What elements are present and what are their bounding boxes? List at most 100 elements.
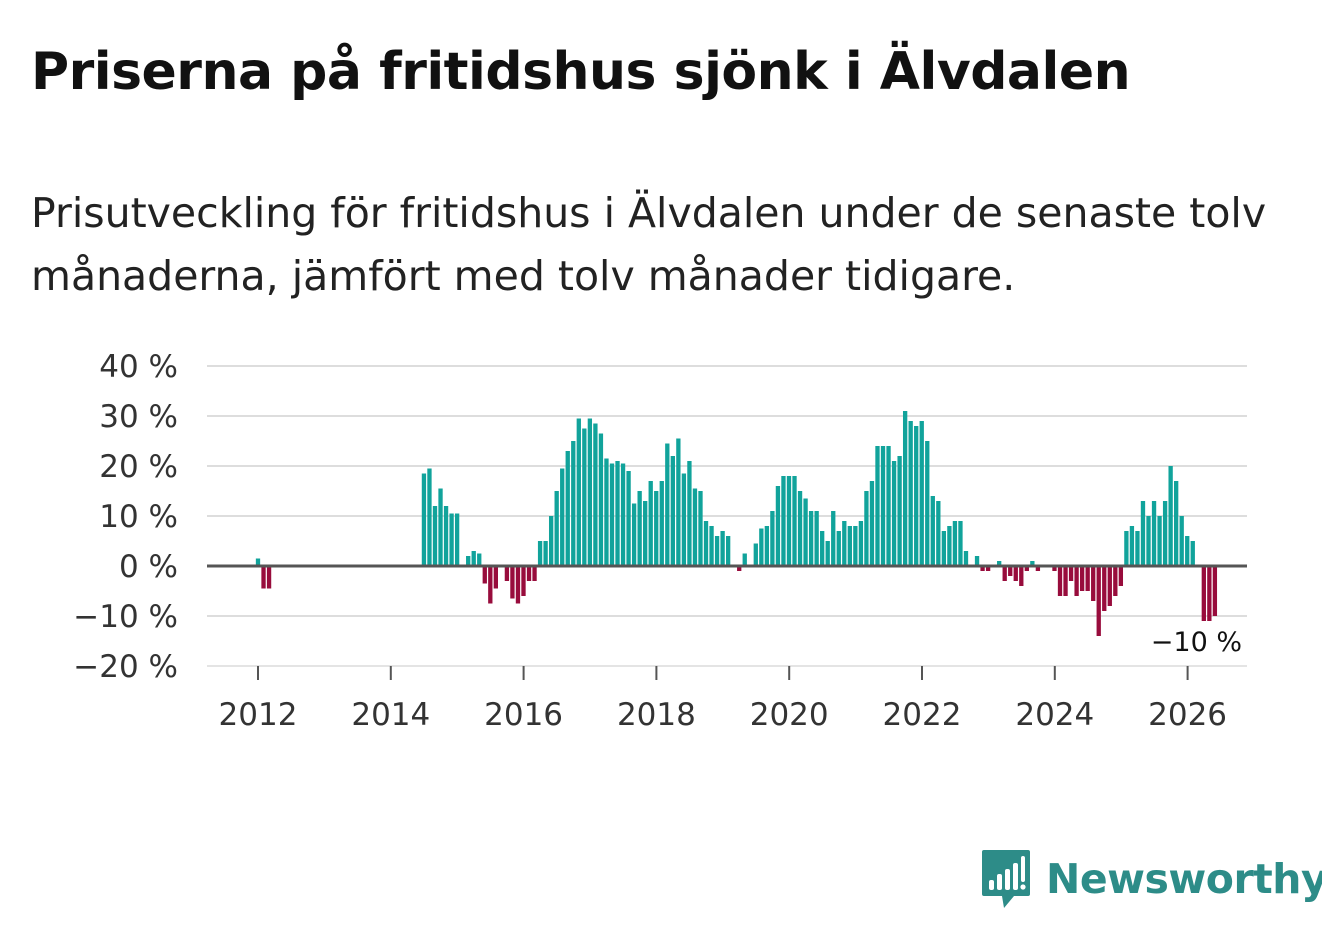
bar [598, 433, 604, 566]
bar [1146, 516, 1151, 566]
bar [836, 531, 841, 566]
bar [831, 511, 836, 566]
bar [604, 458, 609, 566]
y-tick-label: 0 % [119, 549, 178, 585]
bar [1179, 516, 1184, 566]
bar [681, 473, 687, 566]
bar [985, 566, 991, 571]
bar [1035, 566, 1041, 571]
bar [438, 488, 443, 566]
bars [255, 411, 1218, 636]
bar [515, 566, 521, 604]
bar [1212, 566, 1218, 616]
bar [820, 531, 825, 566]
bar [1085, 566, 1090, 591]
bar [255, 558, 261, 566]
bar [670, 456, 675, 566]
bar [1057, 566, 1063, 596]
bar [643, 501, 648, 566]
bar [449, 513, 454, 566]
bar [1135, 531, 1140, 566]
bar [631, 503, 637, 566]
bar [825, 541, 830, 566]
bar [759, 528, 764, 566]
bar [974, 556, 980, 566]
bar [997, 561, 1002, 566]
bar [1019, 566, 1024, 586]
bar [1190, 541, 1195, 566]
bar [1124, 531, 1129, 566]
bar [427, 468, 432, 566]
bar [925, 441, 930, 566]
bar [1096, 566, 1101, 636]
bar [510, 566, 515, 599]
y-tick-label: −20 % [73, 649, 178, 685]
bar [1129, 526, 1135, 566]
bar [1074, 566, 1079, 596]
bar [714, 536, 720, 566]
bar [1091, 566, 1096, 601]
bar [902, 411, 908, 566]
bar [764, 526, 770, 566]
bar [482, 566, 487, 584]
bar [637, 491, 642, 566]
bar [526, 566, 532, 581]
bar [875, 446, 880, 566]
bar [1079, 566, 1085, 591]
bar [471, 551, 476, 566]
bar [1008, 566, 1013, 576]
bar [737, 566, 742, 571]
bar [521, 566, 526, 596]
bar [1013, 566, 1018, 581]
bar [808, 511, 814, 566]
bar [1063, 566, 1068, 596]
bar [941, 531, 947, 566]
bar [620, 463, 626, 566]
bar [753, 543, 758, 566]
bar [665, 443, 670, 566]
bar [582, 428, 587, 566]
bar [980, 566, 985, 571]
bar [880, 446, 886, 566]
bar [1030, 561, 1035, 566]
bar [936, 501, 941, 566]
bar [1140, 501, 1146, 566]
bar [537, 541, 543, 566]
bar [930, 496, 935, 566]
bar [1102, 566, 1107, 611]
x-tick-label: 2026 [1148, 697, 1227, 733]
x-tick-label: 2012 [219, 697, 298, 733]
bar [560, 468, 565, 566]
bar [952, 521, 958, 566]
y-tick-label: 40 % [99, 349, 178, 385]
bar [266, 566, 272, 589]
bar [1207, 566, 1212, 621]
x-tick-label: 2024 [1015, 697, 1094, 733]
chart-subtitle: Prisutveckling för fritidshus i Älvdalen… [31, 189, 1267, 300]
bar [886, 446, 891, 566]
bar [626, 471, 631, 566]
y-tick-label: 20 % [99, 449, 178, 485]
bar [963, 551, 969, 566]
bar [554, 491, 559, 566]
bar [488, 566, 493, 604]
bar [1201, 566, 1206, 621]
bar [842, 521, 847, 566]
bar [958, 521, 963, 566]
bar [1002, 566, 1007, 581]
bar [709, 526, 714, 566]
newsworthy-logo[interactable]: Newsworthy [980, 848, 1322, 910]
bar [1118, 566, 1124, 586]
bar [565, 451, 570, 566]
bar [543, 541, 548, 566]
bar [1113, 566, 1118, 596]
x-tick-label: 2016 [484, 697, 563, 733]
bar [1151, 501, 1157, 566]
bar [869, 481, 875, 566]
bar [891, 461, 897, 566]
bar [615, 461, 620, 566]
bar [1174, 481, 1179, 566]
bar [466, 556, 471, 566]
bar [725, 536, 731, 566]
x-tick-label: 2022 [883, 697, 962, 733]
